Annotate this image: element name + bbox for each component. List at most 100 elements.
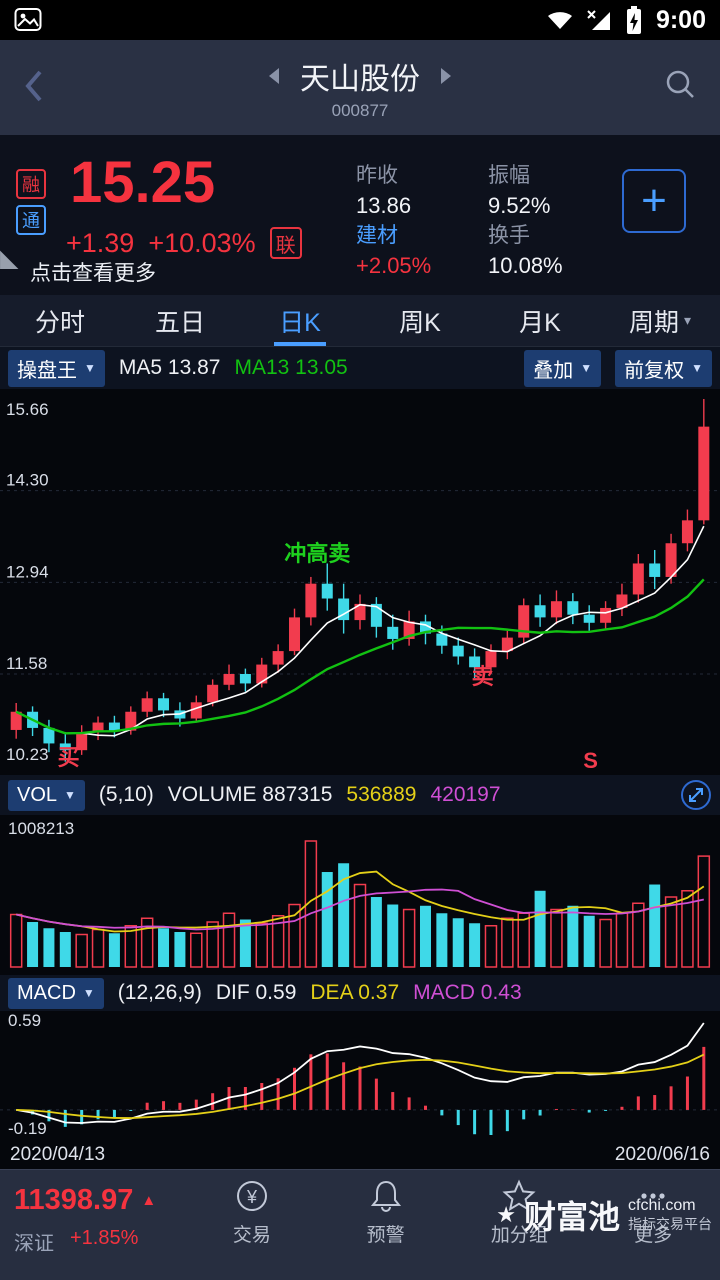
prev-close-value: 13.86	[356, 193, 412, 218]
quote-stats-col-1: 昨收 13.86 建材 +2.05%	[356, 163, 431, 279]
svg-text:10.23: 10.23	[6, 745, 49, 764]
svg-text:11.58: 11.58	[6, 654, 47, 673]
index-up-arrow-icon: ▲	[141, 1192, 157, 1209]
tab-weekly-k[interactable]: 周K	[399, 308, 441, 337]
back-button[interactable]	[22, 66, 46, 106]
tab-minute[interactable]: 分时	[34, 308, 85, 337]
amplitude-label: 振幅	[488, 164, 530, 187]
end-date: 2020/06/16	[614, 1144, 710, 1165]
macd-params: (12,26,9)	[117, 981, 202, 1004]
index-value: 11398.97	[14, 1184, 134, 1216]
sector-link[interactable]: 建材	[356, 224, 398, 247]
overlay-dropdown[interactable]: 叠加 ▼	[524, 349, 602, 387]
ellipsis-icon	[635, 1178, 671, 1214]
nav-more[interactable]: 更多	[586, 1178, 720, 1247]
volume-current: VOLUME 887315	[167, 783, 333, 806]
chevron-down-icon: ▼	[64, 788, 76, 802]
nav-trade[interactable]: ¥ 交易	[185, 1178, 319, 1247]
add-to-watchlist-button[interactable]: +	[622, 169, 686, 233]
sector-change: +2.05%	[356, 253, 432, 278]
battery-charging-icon	[624, 5, 644, 35]
market-name: 深证	[14, 1233, 54, 1255]
header: 天山股份 000877	[0, 40, 720, 135]
turnover-label: 换手	[488, 224, 530, 247]
turnover-value: 10.08%	[488, 253, 563, 278]
chevron-down-icon: ▼	[580, 361, 593, 375]
start-date: 2020/04/13	[10, 1144, 106, 1165]
macd-indicator-dropdown[interactable]: MACD ▼	[8, 977, 104, 1009]
price-change: +1.39	[66, 227, 135, 258]
kline-toolbar: 操盘王 ▼ MA5 13.87 MA13 13.05 叠加 ▼ 前复权 ▼	[0, 347, 720, 389]
stock-code: 000877	[331, 101, 389, 120]
svg-text:¥: ¥	[246, 1187, 258, 1207]
page-title: 天山股份	[300, 63, 420, 96]
prev-close-label: 昨收	[356, 164, 398, 187]
quote-stats-col-2: 振幅 9.52% 换手 10.08%	[488, 163, 563, 279]
volume-chart[interactable]: 1008213	[0, 815, 720, 975]
macd-dea: DEA 0.37	[310, 981, 400, 1004]
adjust-dropdown[interactable]: 前复权 ▼	[615, 349, 712, 387]
quote-panel: 融 通 15.25 +1.39 +10.03% 联 ◣ 点击查看更多 昨收 13…	[0, 135, 720, 295]
yen-circle-icon: ¥	[234, 1178, 270, 1214]
status-time: 9:00	[655, 5, 706, 34]
chart-annotation: S	[583, 747, 598, 773]
candlestick-svg: 15.66 14.30 12.94 11.58 10.23	[0, 399, 720, 764]
nav-alert[interactable]: 预警	[319, 1178, 453, 1247]
chevron-down-icon: ▼	[691, 361, 703, 375]
title-block: 天山股份 000877	[268, 54, 452, 121]
macd-dif: DIF 0.59	[215, 981, 297, 1004]
chevron-down-icon: ▼	[82, 986, 95, 1000]
view-more-link[interactable]: 点击查看更多	[30, 262, 156, 285]
search-icon[interactable]	[662, 66, 698, 102]
prev-stock-arrow-icon[interactable]	[268, 67, 280, 85]
macd-chart[interactable]: 0.59 -0.19	[0, 1011, 720, 1141]
chevron-down-icon: ▾	[683, 312, 692, 328]
market-index-block[interactable]: 11398.97 ▲ 深证 +1.85%	[14, 1184, 156, 1256]
ma5-value: MA5 13.87	[118, 356, 221, 379]
gallery-icon	[14, 7, 42, 33]
indicator-dropdown[interactable]: 操盘王 ▼	[8, 349, 105, 387]
candlestick-chart[interactable]: 15.66 14.30 12.94 11.58 10.23 冲高卖买 卖 S	[0, 389, 720, 775]
corner-pointer-icon: ◣	[0, 245, 19, 272]
market-change: +1.85%	[70, 1227, 139, 1249]
tab-monthly-k[interactable]: 月K	[519, 308, 561, 337]
chevron-down-icon: ▼	[84, 361, 96, 375]
bottom-bar: 11398.97 ▲ 深证 +1.85% ¥ 交易 预	[0, 1169, 720, 1280]
wifi-icon	[546, 8, 574, 32]
volume-ma10: 420197	[430, 783, 501, 806]
macd-svg	[0, 1022, 720, 1135]
signal-x-icon	[586, 8, 612, 32]
status-bar: 9:00	[0, 0, 720, 40]
chart-annotation: 买	[57, 745, 80, 771]
tab-five-day[interactable]: 五日	[154, 308, 205, 337]
volume-toolbar: VOL ▼ (5,10) VOLUME 887315 536889 420197	[0, 775, 720, 815]
chart-annotation: 卖	[471, 664, 494, 690]
nav-add-group[interactable]: 加分组	[453, 1178, 587, 1247]
macd-value: MACD 0.43	[413, 981, 522, 1004]
volume-max-label: 1008213	[8, 819, 75, 838]
volume-indicator-dropdown[interactable]: VOL ▼	[8, 779, 85, 811]
link-badge: 联	[269, 227, 302, 259]
macd-max-label: 0.59	[8, 1011, 42, 1030]
macd-min-label: -0.19	[8, 1119, 47, 1138]
price-change-row: +1.39 +10.03% 联	[66, 227, 302, 259]
amplitude-value: 9.52%	[488, 193, 551, 218]
chart-annotation: 冲高卖	[284, 540, 351, 566]
next-stock-arrow-icon[interactable]	[440, 67, 452, 85]
svg-text:15.66: 15.66	[6, 400, 49, 419]
bell-icon	[368, 1178, 404, 1214]
volume-ma5: 536889	[346, 783, 417, 806]
star-icon	[501, 1178, 537, 1214]
svg-text:12.94: 12.94	[6, 562, 49, 581]
bottom-nav: ¥ 交易 预警 加分组	[185, 1178, 720, 1247]
price-change-percent: +10.03%	[148, 227, 256, 258]
tab-period[interactable]: 周期 ▾	[628, 308, 692, 337]
margin-badge: 融	[16, 169, 46, 199]
ma13-value: MA13 13.05	[234, 356, 348, 379]
macd-toolbar: MACD ▼ (12,26,9) DIF 0.59 DEA 0.37 MACD 0…	[0, 975, 720, 1011]
svg-text:14.30: 14.30	[6, 471, 49, 490]
tab-daily-k[interactable]: 日K	[240, 295, 360, 346]
date-axis: 2020/04/13 2020/06/16	[0, 1141, 720, 1169]
fullscreen-icon[interactable]	[680, 779, 712, 811]
current-price: 15.25	[70, 150, 216, 215]
